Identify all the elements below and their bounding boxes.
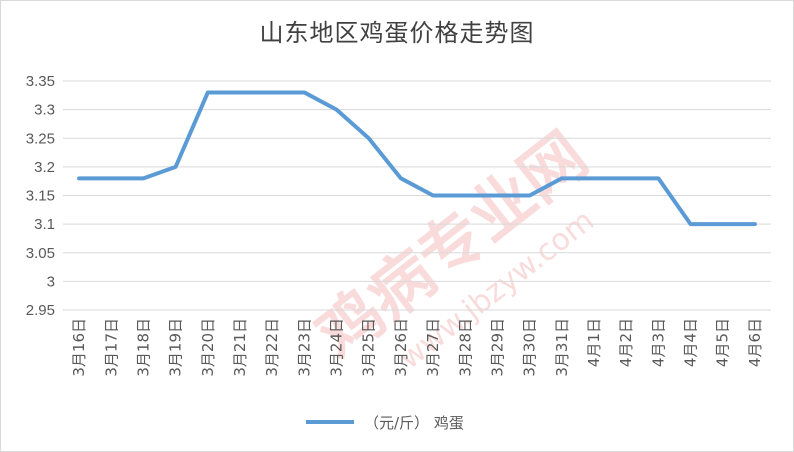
x-tick-label: 3月17日 (102, 318, 120, 377)
data-point (721, 222, 725, 226)
data-point (335, 108, 339, 112)
data-point (592, 176, 596, 180)
y-tick-label: 3.2 (34, 159, 55, 176)
x-tick-label: 3月27日 (424, 318, 442, 377)
data-point (109, 176, 113, 180)
x-tick-label: 3月21日 (231, 318, 249, 377)
data-point (367, 136, 371, 140)
legend: （元/斤） 鸡蛋 (306, 411, 464, 433)
x-axis-ticks: 3月16日 3月17日 3月18日 3月19日 3月20日 3月21日 3月22日 3月23日… (70, 318, 764, 377)
gridlines (63, 80, 771, 311)
x-tick-label: 3月18日 (134, 318, 152, 377)
x-tick-label: 3月30日 (521, 318, 539, 377)
legend-label: （元/斤） 鸡蛋 (364, 413, 464, 432)
data-point (656, 176, 660, 180)
data-point (399, 176, 403, 180)
y-tick-label: 2.95 (26, 302, 55, 319)
data-point (560, 176, 564, 180)
x-tick-label: 3月23日 (295, 318, 313, 377)
y-tick-label: 3.3 (34, 102, 55, 119)
x-tick-label: 4月2日 (617, 318, 635, 367)
series-line (77, 90, 757, 227)
data-point (528, 194, 532, 197)
y-tick-label: 3.35 (26, 73, 55, 90)
data-point (495, 194, 499, 197)
x-tick-label: 3月20日 (199, 318, 217, 377)
x-tick-label: 4月3日 (649, 318, 667, 367)
x-tick-label: 4月1日 (585, 318, 603, 367)
x-tick-label: 3月28日 (456, 318, 474, 377)
x-tick-label: 3月19日 (167, 318, 185, 377)
data-point (302, 90, 306, 94)
data-point (270, 90, 274, 94)
x-tick-label: 4月4日 (682, 318, 700, 367)
data-point (238, 90, 242, 94)
y-tick-label: 3.15 (26, 188, 55, 205)
data-point (431, 194, 435, 197)
y-tick-label: 3 (47, 273, 55, 290)
data-point (141, 176, 145, 180)
data-point (753, 222, 757, 226)
x-tick-label: 3月29日 (488, 318, 506, 377)
x-tick-label: 3月24日 (328, 318, 346, 377)
x-tick-label: 3月25日 (360, 318, 378, 377)
data-point (463, 194, 467, 197)
y-tick-label: 3.05 (26, 245, 55, 262)
x-tick-label: 4月5日 (714, 318, 732, 367)
data-point (174, 165, 178, 169)
x-tick-label: 3月16日 (70, 318, 88, 377)
x-tick-label: 3月31日 (553, 318, 571, 377)
legend-swatch (306, 420, 354, 424)
x-tick-label: 3月26日 (392, 318, 410, 377)
x-tick-label: 4月6日 (746, 318, 764, 367)
chart-title: 山东地区鸡蛋价格走势图 (259, 19, 535, 47)
data-point (689, 222, 693, 226)
data-point (77, 176, 81, 180)
x-tick-label: 3月22日 (263, 318, 281, 377)
series-layer (77, 90, 757, 227)
y-axis-ticks: 2.95 3 3.05 3.1 3.15 3.2 3.25 3.3 3.35 (26, 73, 55, 319)
data-point (206, 90, 210, 94)
y-tick-label: 3.1 (34, 216, 55, 233)
y-tick-label: 3.25 (26, 130, 55, 147)
data-point (624, 176, 628, 180)
